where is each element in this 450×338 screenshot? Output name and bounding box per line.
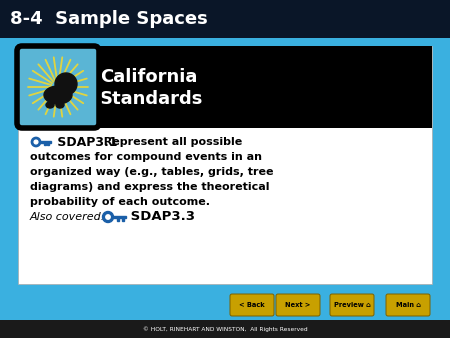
- Text: SDAP3.1: SDAP3.1: [53, 136, 117, 148]
- FancyBboxPatch shape: [18, 46, 432, 128]
- Text: Next >: Next >: [285, 302, 310, 308]
- Text: Main ⌂: Main ⌂: [396, 302, 420, 308]
- Text: organized way (e.g., tables, grids, tree: organized way (e.g., tables, grids, tree: [30, 167, 274, 177]
- Text: outcomes for compound events in an: outcomes for compound events in an: [30, 152, 262, 162]
- FancyBboxPatch shape: [386, 294, 430, 316]
- Circle shape: [55, 73, 77, 95]
- FancyBboxPatch shape: [230, 294, 274, 316]
- Text: probability of each outcome.: probability of each outcome.: [30, 197, 210, 207]
- Bar: [112, 216, 126, 218]
- FancyBboxPatch shape: [17, 46, 99, 128]
- Text: © HOLT, RINEHART AND WINSTON,  All Rights Reserved: © HOLT, RINEHART AND WINSTON, All Rights…: [143, 326, 307, 332]
- Bar: [44, 143, 45, 145]
- Text: Standards: Standards: [100, 90, 203, 108]
- FancyBboxPatch shape: [330, 294, 374, 316]
- Text: diagrams) and express the theoretical: diagrams) and express the theoretical: [30, 182, 270, 192]
- Circle shape: [32, 137, 40, 147]
- Ellipse shape: [44, 86, 72, 104]
- Text: SDAP3.3: SDAP3.3: [126, 211, 195, 223]
- Text: Preview ⌂: Preview ⌂: [333, 302, 370, 308]
- Bar: [48, 143, 50, 145]
- Text: Represent all possible: Represent all possible: [96, 137, 242, 147]
- Ellipse shape: [46, 102, 54, 108]
- Circle shape: [34, 140, 38, 144]
- Bar: [117, 218, 119, 221]
- Bar: [40, 141, 51, 143]
- Text: California: California: [100, 68, 198, 86]
- Bar: [122, 218, 124, 221]
- Circle shape: [103, 212, 113, 222]
- FancyBboxPatch shape: [0, 320, 450, 338]
- Text: < Back: < Back: [239, 302, 265, 308]
- Text: Also covered:: Also covered:: [30, 212, 105, 222]
- Ellipse shape: [56, 102, 64, 108]
- FancyBboxPatch shape: [18, 46, 432, 284]
- Circle shape: [106, 215, 110, 219]
- Text: 8-4  Sample Spaces: 8-4 Sample Spaces: [10, 10, 208, 28]
- FancyBboxPatch shape: [0, 0, 450, 38]
- FancyBboxPatch shape: [276, 294, 320, 316]
